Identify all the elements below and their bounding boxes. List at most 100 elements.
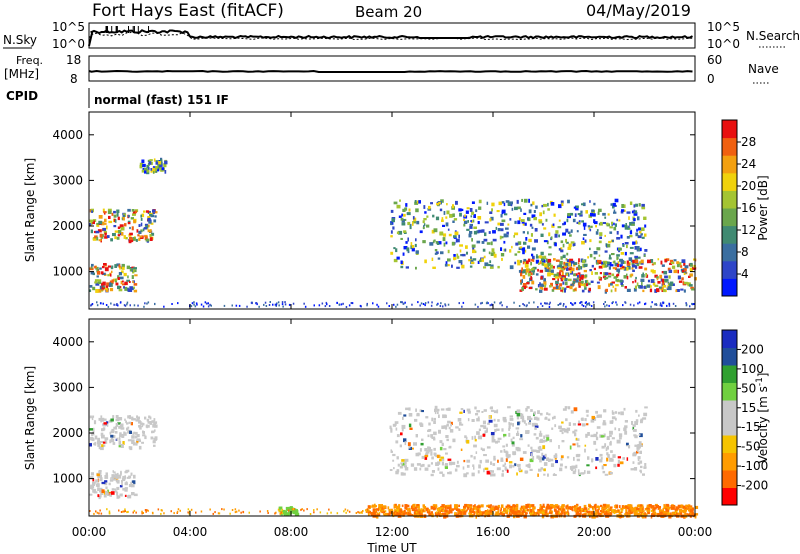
echo-cell [566,285,570,288]
echo-cell [530,203,533,207]
echo-cell [115,418,120,422]
echo-cell [500,511,503,515]
echo-cell [602,222,606,224]
echo-cell [560,513,563,516]
echo-cell [475,209,478,213]
echo-cell [675,506,680,510]
echo-cell [643,286,646,289]
ground-scatter-cell [604,301,606,303]
echo-cell [518,217,521,221]
echo-cell [399,444,402,448]
echo-cell [408,208,411,212]
echo-cell [96,483,100,487]
echo-cell [407,221,411,226]
echo-cell [521,418,525,423]
echo-cell [542,455,546,459]
echo-cell [579,506,582,509]
echo-cell [89,219,94,223]
echo-cell [415,408,417,412]
echo-cell [140,214,142,218]
echo-cell [619,461,624,465]
ground-scatter-cell [437,508,439,511]
echo-cell [510,438,513,442]
echo-cell [614,198,619,203]
echo-cell [501,211,504,215]
echo-cell [620,252,624,255]
ground-scatter-cell [276,302,278,305]
echo-cell [509,249,512,253]
echo-cell [448,233,452,237]
echo-cell [575,205,579,209]
echo-cell [147,167,150,171]
echo-cell [120,470,122,475]
echo-cell [128,288,133,292]
echo-cell [579,278,582,282]
ground-scatter-cell [588,508,590,510]
ground-scatter-cell [477,305,479,308]
echo-cell [465,436,468,440]
ground-scatter-cell [444,304,447,307]
echo-cell [130,239,134,243]
echo-cell [585,210,588,214]
echo-cell [561,275,565,278]
ground-scatter-cell [187,511,189,514]
echo-cell [636,507,640,511]
echo-cell [600,435,605,438]
ground-scatter-cell [177,302,179,305]
echo-cell [97,437,100,442]
echo-cell [434,408,437,413]
echo-cell [101,434,105,439]
echo-cell [114,264,118,268]
echo-cell [576,507,580,512]
echo-cell [606,436,610,440]
echo-cell [121,481,123,486]
echo-cell [616,237,621,240]
ground-scatter-cell [91,303,94,305]
echo-cell [424,467,429,471]
echo-cell [547,208,550,211]
echo-cell [450,508,454,511]
echo-cell [684,281,688,285]
echo-cell [117,234,121,237]
echo-cell [146,418,150,422]
echo-cell [453,235,457,238]
ground-scatter-cell [652,509,655,512]
echo-cell [545,218,548,222]
echo-cell [613,226,617,231]
echo-cell [432,266,436,269]
ground-scatter-cell [615,301,617,304]
echo-cell [394,510,398,514]
echo-cell [675,289,678,293]
echo-cell [122,266,125,270]
echo-cell [644,224,647,228]
echo-cell [119,485,123,488]
echo-cell [645,513,648,516]
echo-cell [415,452,420,457]
echo-cell [636,449,639,452]
echo-cell [657,281,661,284]
echo-cell [424,454,429,458]
echo-cell [146,164,150,169]
echo-cell [92,488,97,493]
echo-cell [629,246,634,249]
echo-cell [442,237,446,242]
echo-cell [484,232,487,237]
ground-scatter-cell [544,511,547,514]
echo-cell [671,265,676,269]
ground-scatter-cell [99,302,102,305]
echo-cell [584,274,588,278]
echo-cell [117,277,120,280]
echo-cell [610,450,613,453]
echo-cell [124,281,128,286]
ground-scatter-cell [654,303,656,306]
echo-cell [629,235,633,238]
ground-scatter-cell [279,512,281,515]
echo-cell [113,214,117,218]
echo-cell [514,508,517,512]
echo-cell [626,267,629,271]
ground-scatter-cell [537,306,539,308]
echo-cell [611,253,615,256]
echo-cell [583,226,586,230]
echo-cell [501,236,504,239]
echo-cell [503,202,506,207]
